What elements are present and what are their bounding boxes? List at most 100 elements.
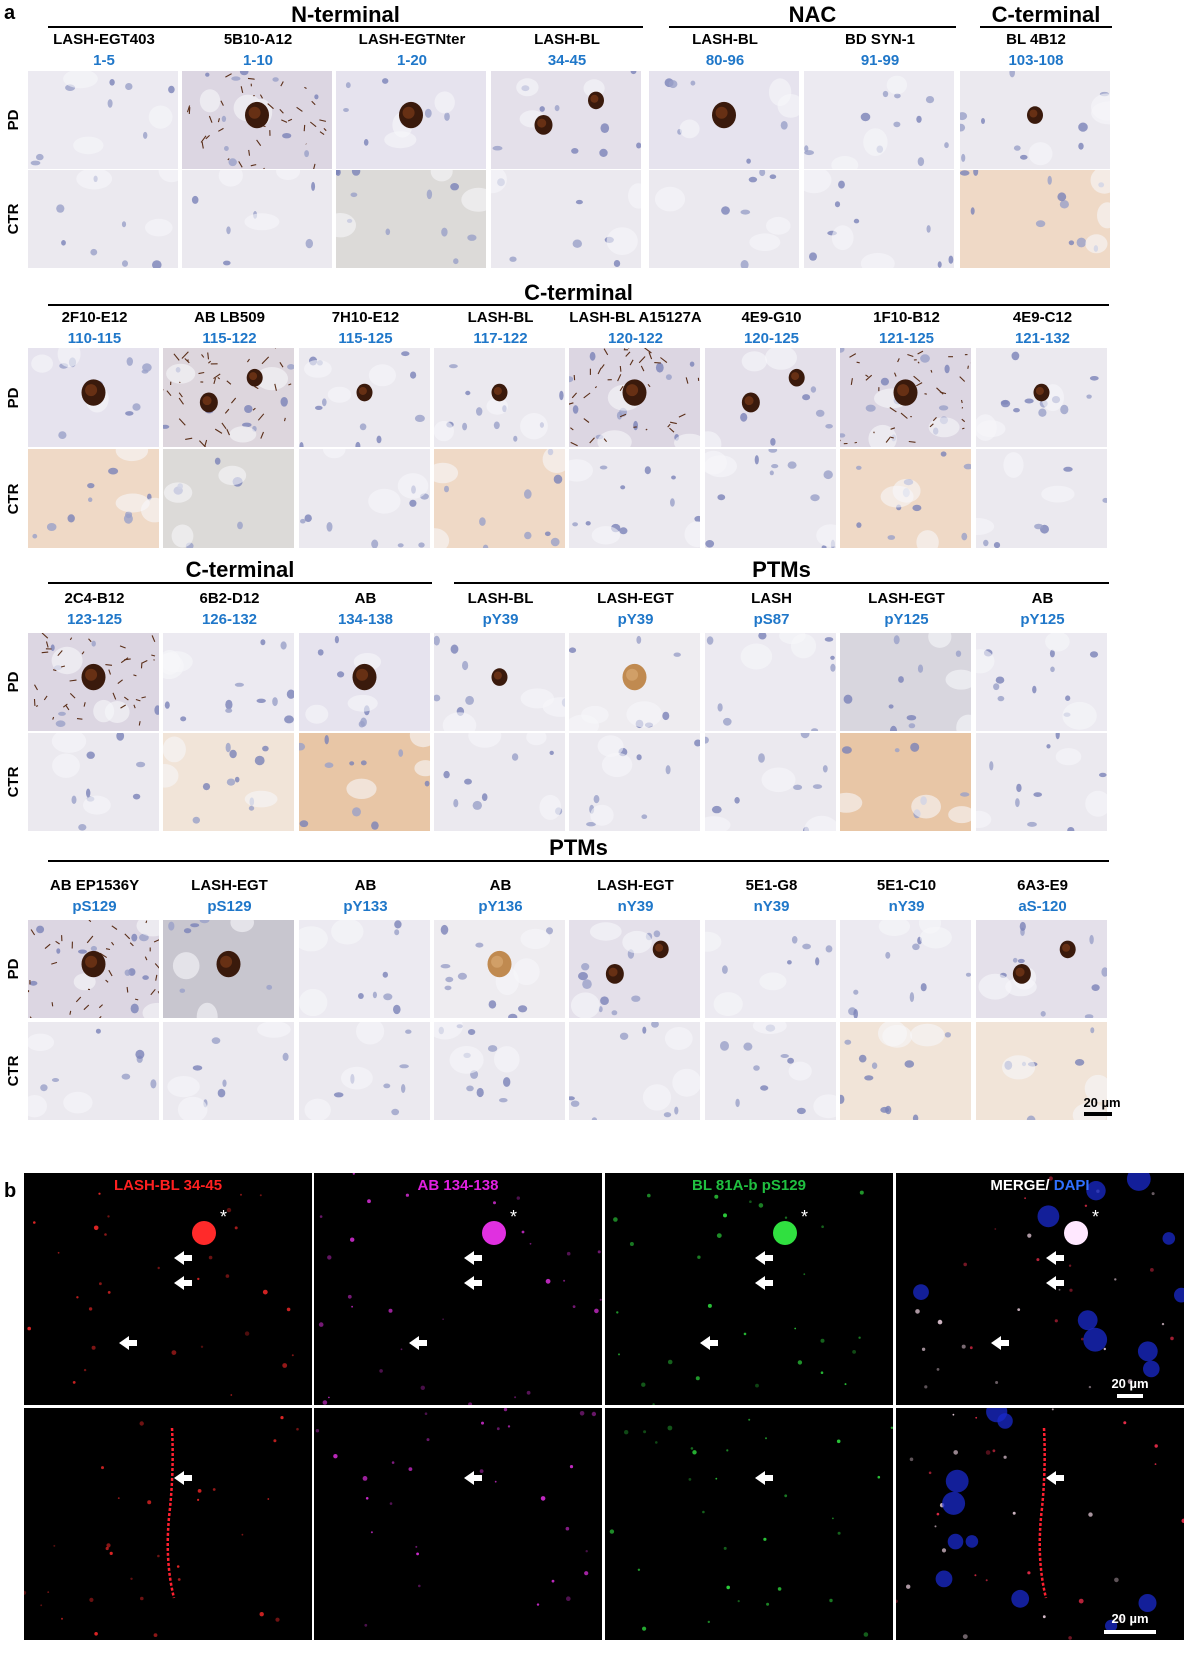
fluorescence-image-top: * — [896, 1173, 1184, 1405]
arrow-icon — [174, 1276, 192, 1290]
ihc-image-ctr — [163, 449, 294, 548]
ihc-image-ctr — [840, 1022, 971, 1120]
epitope-label: aS-120 — [1018, 898, 1067, 915]
ihc-image-pd — [182, 71, 332, 169]
group-title: C-terminal — [185, 557, 295, 582]
arrow-icon — [1046, 1251, 1064, 1265]
group-title: N-terminal — [291, 2, 400, 27]
arrow-icon — [755, 1251, 773, 1265]
ihc-pd-micrograph — [299, 348, 430, 447]
arrow-icon — [700, 1336, 718, 1350]
channel-label-part: LASH-BL 34-45 — [113, 1177, 223, 1194]
row-label-ctr: CTR — [5, 1055, 22, 1087]
epitope-label: pS87 — [753, 611, 790, 628]
antibody-name: BL 4B12 — [1006, 31, 1066, 48]
ihc-image-pd — [163, 348, 294, 447]
antibody-name: LASH — [751, 590, 792, 607]
ihc-image-ctr — [705, 449, 836, 548]
group-underline — [48, 582, 432, 584]
group-title: C-terminal — [524, 280, 633, 305]
fluorescence-image-bottom — [314, 1408, 602, 1640]
epitope-label: pY39 — [482, 611, 519, 628]
antibody-name: AB EP1536Y — [49, 877, 140, 894]
epitope-label: 115-122 — [202, 330, 257, 347]
asterisk-marker: * — [220, 1207, 227, 1227]
fluorescence-micrograph — [314, 1408, 602, 1640]
ihc-image-pd — [705, 920, 836, 1018]
arrow-icon — [464, 1471, 482, 1485]
ihc-image-ctr — [163, 733, 294, 831]
ihc-image-pd — [976, 633, 1107, 731]
antibody-name: 2C4-B12 — [64, 590, 125, 607]
antibody-name: 1F10-B12 — [873, 309, 940, 326]
ihc-image-ctr — [804, 170, 954, 268]
arrow-icon — [174, 1251, 192, 1265]
antibody-name: 5B10-A12 — [223, 31, 293, 48]
group-underline — [669, 26, 956, 28]
epitope-label: 1-10 — [242, 52, 274, 69]
ihc-pd-micrograph — [840, 633, 971, 731]
ihc-pd-micrograph — [705, 348, 836, 447]
epitope-label: 103-108 — [1008, 52, 1064, 69]
ihc-pd-micrograph — [804, 71, 954, 169]
ihc-pd-micrograph — [434, 633, 565, 731]
ihc-image-ctr — [28, 170, 178, 268]
fluorescence-image-top: * — [605, 1173, 893, 1405]
epitope-label: nY39 — [888, 898, 925, 915]
epitope-label: pY136 — [478, 898, 523, 915]
antibody-name: LASH-EGT — [191, 877, 268, 894]
channel-label: MERGE/ DAPI — [896, 1176, 1184, 1196]
arrow-icon — [1046, 1471, 1064, 1485]
ihc-image-ctr — [569, 449, 700, 548]
arrow-icon — [409, 1336, 427, 1350]
ihc-ctr-micrograph — [28, 449, 159, 548]
ihc-image-ctr — [840, 733, 971, 831]
ihc-image-ctr — [976, 733, 1107, 831]
ihc-ctr-micrograph — [976, 1022, 1107, 1120]
row-label-ctr: CTR — [5, 483, 22, 514]
channel-label-part: MERGE/ — [990, 1177, 1050, 1194]
arrow-icon — [755, 1471, 773, 1485]
antibody-name: LASH-BL — [467, 590, 534, 607]
epitope-label: pY125 — [1020, 611, 1065, 628]
group-underline — [48, 26, 643, 28]
antibody-name: 5E1-C10 — [876, 877, 937, 894]
ihc-image-ctr — [299, 1022, 430, 1120]
asterisk-marker: * — [510, 1207, 517, 1227]
antibody-name: LASH-BL — [692, 31, 758, 48]
fluorescence-image-bottom — [896, 1408, 1184, 1640]
ihc-ctr-micrograph — [299, 1022, 430, 1120]
ihc-image-ctr — [569, 1022, 700, 1120]
ihc-image-pd — [569, 920, 700, 1018]
channel-label: BL 81A-b pS129 — [605, 1176, 893, 1196]
antibody-name: 4E9-C12 — [1012, 309, 1073, 326]
epitope-label: nY39 — [753, 898, 790, 915]
ihc-pd-micrograph — [976, 920, 1107, 1018]
ihc-pd-micrograph — [28, 71, 178, 169]
ihc-image-ctr — [434, 449, 565, 548]
group-underline — [48, 860, 1109, 862]
ihc-image-pd — [840, 920, 971, 1018]
ihc-image-pd — [434, 633, 565, 731]
epitope-label: 80-96 — [705, 52, 745, 69]
ihc-image-ctr — [163, 1022, 294, 1120]
ihc-ctr-micrograph — [299, 449, 430, 548]
group-title: PTMs — [752, 557, 811, 582]
ihc-ctr-micrograph — [434, 1022, 565, 1120]
arrow-icon — [991, 1336, 1009, 1350]
antibody-name: LASH-EGT — [597, 877, 674, 894]
epitope-label: 126-132 — [201, 611, 258, 628]
antibody-name: 7H10-E12 — [331, 309, 400, 326]
ihc-image-ctr — [976, 1022, 1107, 1120]
ihc-pd-micrograph — [491, 71, 641, 169]
ihc-pd-micrograph — [976, 633, 1107, 731]
ihc-pd-micrograph — [163, 920, 294, 1018]
scale-bar — [1104, 1630, 1156, 1634]
antibody-name: LASH-BL A15127A — [569, 309, 702, 326]
ihc-image-ctr — [649, 170, 799, 268]
channel-label-part: 134-138 — [439, 1177, 499, 1194]
group-underline — [48, 304, 1109, 306]
antibody-name: LASH-EGTNter — [358, 31, 466, 48]
ihc-image-ctr — [705, 733, 836, 831]
ihc-pd-micrograph — [705, 920, 836, 1018]
